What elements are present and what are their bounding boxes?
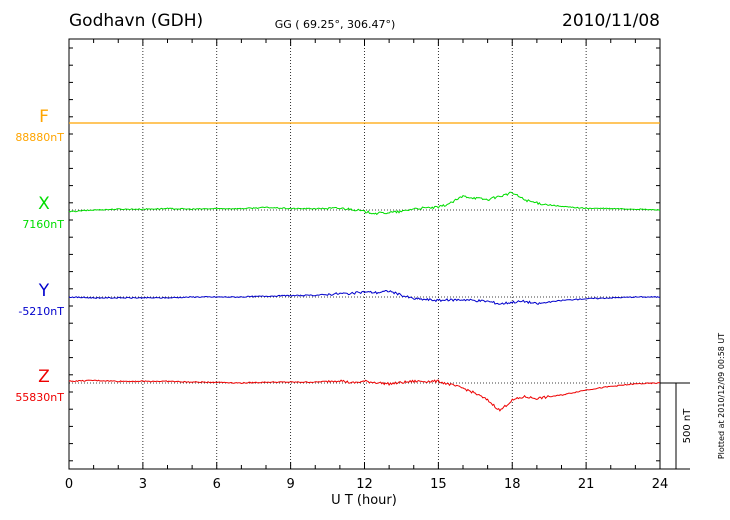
x-tick-label-3: 3	[139, 477, 147, 492]
x-tick-label-21: 21	[578, 477, 595, 492]
scale-bar: 500 nT	[660, 382, 693, 470]
x-tick-label-12: 12	[356, 477, 373, 492]
vertical-grid	[142, 39, 587, 469]
station-title: Godhavn (GDH)	[69, 11, 203, 31]
coordinates-label: GG ( 69.25°, 306.47°)	[275, 18, 396, 31]
x-tick-label-18: 18	[504, 477, 521, 492]
series-name-f: F	[39, 107, 49, 127]
x-tick-label-9: 9	[286, 477, 294, 492]
series-baseline-x: 7160nT	[22, 218, 64, 231]
trace-x	[68, 191, 661, 216]
x-tick-label-6: 6	[213, 477, 221, 492]
series-name-x: X	[38, 194, 50, 214]
plot-frame	[68, 38, 661, 470]
series-labels: F 88880nT X 7160nT Y -5210nT Z 55830nT	[15, 107, 64, 404]
series-baseline-y: -5210nT	[18, 305, 64, 318]
x-tick-label-24: 24	[652, 477, 669, 492]
series-baseline-z: 55830nT	[15, 391, 64, 404]
x-tick-label-15: 15	[430, 477, 447, 492]
x-axis-title: U T (hour)	[331, 493, 397, 508]
series-name-z: Z	[38, 367, 50, 387]
y-minor-ticks	[69, 47, 660, 462]
x-axis-ticks: 0 3 6 9 12 15 18 21 24	[65, 39, 668, 492]
series-baseline-f: 88880nT	[15, 131, 64, 144]
trace-y	[68, 289, 661, 306]
plotted-timestamp: Plotted at 2010/12/09 00:58 UT	[717, 333, 726, 459]
x-tick-label-0: 0	[65, 477, 73, 492]
series-traces	[68, 122, 661, 412]
series-name-y: Y	[38, 281, 50, 301]
trace-z	[68, 379, 661, 412]
date-label: 2010/11/08	[562, 11, 660, 31]
scale-bar-label: 500 nT	[682, 408, 693, 444]
